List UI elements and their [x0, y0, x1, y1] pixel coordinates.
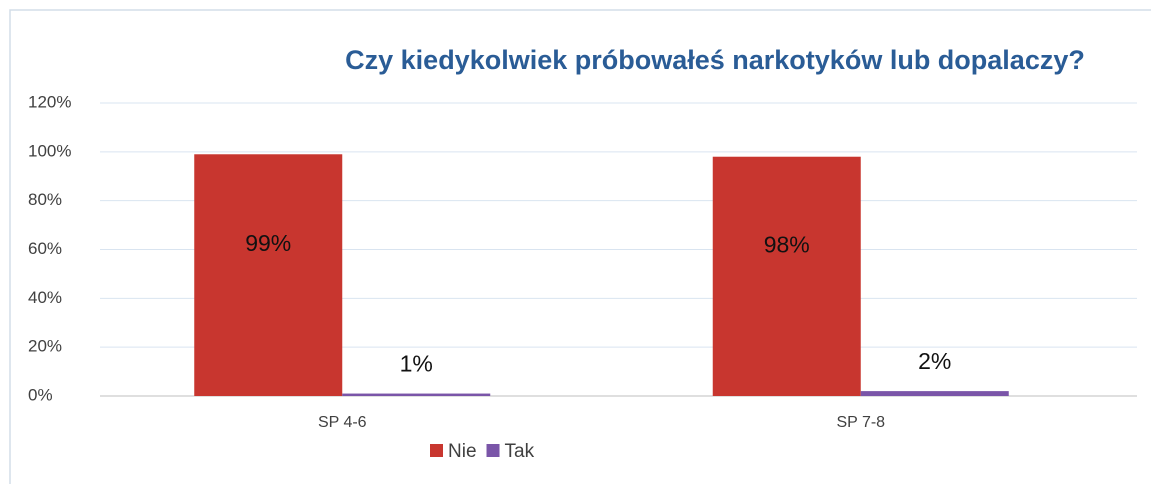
bar: [712, 156, 861, 396]
legend-swatch: [486, 444, 500, 457]
x-tick-label: SP 7-8: [836, 414, 885, 431]
chart-title: Czy kiedykolwiek próbowałeś narkotyków l…: [345, 45, 1085, 75]
value-label: 98%: [764, 231, 810, 257]
y-tick-label: 0%: [28, 385, 53, 404]
bar: [860, 391, 1009, 396]
value-label: 99%: [245, 230, 291, 256]
legend-swatch: [430, 444, 443, 457]
value-label: 1%: [400, 351, 433, 377]
y-tick-label: 100%: [28, 141, 71, 160]
bar: [342, 393, 491, 396]
legend-label: Nie: [448, 441, 477, 462]
value-label: 2%: [918, 348, 951, 374]
legend-label: Tak: [505, 441, 535, 462]
y-tick-label: 80%: [28, 190, 62, 209]
y-tick-label: 120%: [28, 92, 71, 111]
y-tick-label: 20%: [28, 337, 62, 356]
bar: [194, 154, 343, 396]
chart-frame: [9, 9, 1151, 484]
x-tick-label: SP 4-6: [318, 414, 367, 431]
y-tick-label: 60%: [28, 239, 62, 258]
y-tick-label: 40%: [28, 288, 62, 307]
